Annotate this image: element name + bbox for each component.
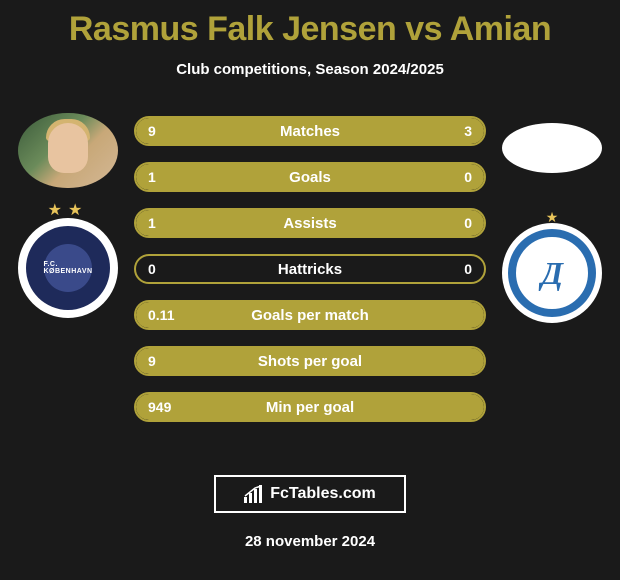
subtitle: Club competitions, Season 2024/2025 — [176, 61, 444, 78]
stat-value-left: 0.11 — [148, 307, 174, 323]
stat-value-left: 9 — [148, 123, 156, 139]
comparison-body: ★★ F.C. KØBENHAVN ★ Д 9 3 Matches 1 0 Goals 1 0… — [0, 108, 620, 475]
stat-value-right: 3 — [464, 123, 472, 139]
footer: FcTables.com 28 november 2024 — [214, 475, 406, 580]
right-club-badge: ★ Д — [502, 223, 602, 323]
stat-row: 949 Min per goal — [134, 392, 486, 422]
right-player-column: ★ Д — [492, 108, 612, 323]
stat-row: 0 0 Hattricks — [134, 254, 486, 284]
stat-value-left: 0 — [148, 261, 156, 277]
stat-value-left: 1 — [148, 215, 156, 231]
stat-label: Matches — [280, 123, 340, 140]
stat-value-right: 0 — [464, 215, 472, 231]
comparison-card: Rasmus Falk Jensen vs Amian Club competi… — [0, 0, 620, 580]
stat-label: Hattricks — [278, 261, 342, 278]
stat-row: 9 Shots per goal — [134, 346, 486, 376]
stat-label: Shots per goal — [258, 353, 362, 370]
stat-value-left: 1 — [148, 169, 156, 185]
left-player-column: ★★ F.C. KØBENHAVN — [8, 108, 128, 318]
stat-value-right: 0 — [464, 261, 472, 277]
page-title: Rasmus Falk Jensen vs Amian — [69, 10, 551, 49]
stat-label: Goals per match — [251, 307, 369, 324]
left-club-badge: ★★ F.C. KØBENHAVN — [18, 218, 118, 318]
badge-inner: F.C. KØBENHAVN — [26, 226, 110, 310]
star-icon: ★ — [546, 209, 559, 226]
stat-row: 1 0 Goals — [134, 162, 486, 192]
stat-bars: 9 3 Matches 1 0 Goals 1 0 Assists 0 0 Hattricks 0.11… — [134, 116, 486, 438]
stat-row: 1 0 Assists — [134, 208, 486, 238]
stat-label: Min per goal — [266, 399, 354, 416]
stat-value-left: 9 — [148, 353, 156, 369]
player-face-shape — [48, 123, 88, 173]
right-player-photo — [502, 123, 602, 173]
badge-letter: Д — [541, 255, 563, 292]
badge-text: F.C. KØBENHAVN — [43, 261, 92, 275]
stat-value-left: 949 — [148, 399, 171, 415]
stat-row: 9 3 Matches — [134, 116, 486, 146]
brand-box: FcTables.com — [214, 475, 406, 513]
stat-label: Assists — [283, 215, 336, 232]
badge-center: Д — [526, 247, 578, 299]
star-icon: ★★ — [48, 200, 89, 220]
stat-label: Goals — [289, 169, 331, 186]
stat-row: 0.11 Goals per match — [134, 300, 486, 330]
bar-fill-left — [136, 118, 397, 144]
stat-value-right: 0 — [464, 169, 472, 185]
date-label: 28 november 2024 — [245, 533, 375, 550]
brand-text: FcTables.com — [270, 485, 376, 503]
chart-icon — [244, 485, 264, 503]
left-player-photo — [18, 113, 118, 188]
